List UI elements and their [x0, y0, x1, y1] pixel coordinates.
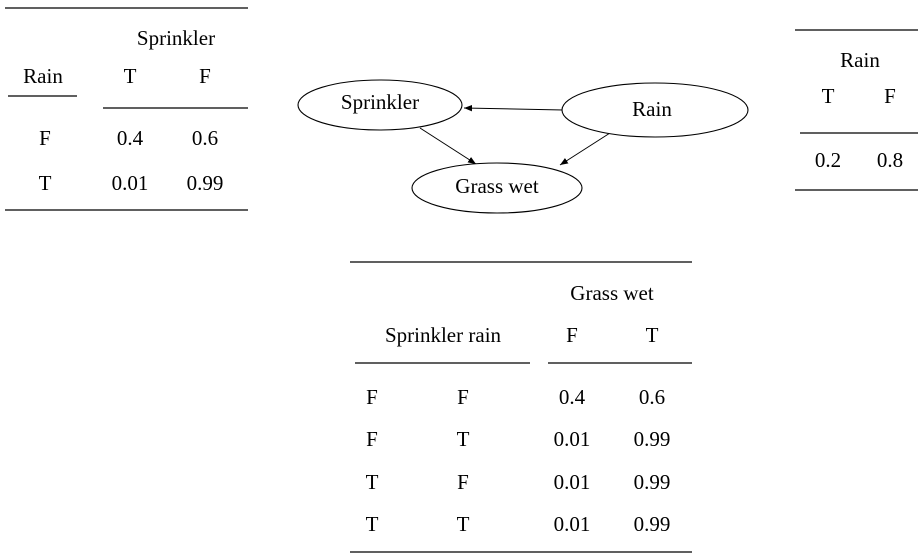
table-cell: T [366, 512, 379, 536]
table-cell: 0.8 [877, 148, 903, 172]
table-cell: F [457, 470, 469, 494]
table-cell: T [39, 171, 52, 195]
node [411, 162, 583, 214]
node [297, 79, 463, 131]
table-cell: 0.01 [554, 427, 591, 451]
table-cell: 0.6 [639, 385, 665, 409]
table-cell: T [457, 427, 470, 451]
node-label: Sprinkler [341, 90, 419, 114]
table-cell: 0.4 [559, 385, 586, 409]
table-cell: 0.01 [554, 470, 591, 494]
column-header: T [646, 323, 659, 347]
column-header: T [822, 84, 835, 108]
table-cell: 0.99 [634, 470, 671, 494]
table-cell: 0.01 [554, 512, 591, 536]
table-cell: F [457, 385, 469, 409]
table-cell: F [39, 126, 51, 150]
column-group: Sprinkler [137, 26, 215, 50]
node-label: Rain [632, 97, 672, 121]
node [561, 82, 749, 138]
table-cell: 0.4 [117, 126, 144, 150]
row-header: Sprinkler rain [385, 323, 502, 347]
node-label: Grass wet [455, 174, 539, 198]
edge [463, 104, 564, 112]
table-cell: 0.01 [112, 171, 149, 195]
column-header: F [199, 64, 211, 88]
row-header: Rain [23, 64, 63, 88]
column-group: Grass wet [570, 281, 654, 305]
column-header: F [884, 84, 896, 108]
table-cell: T [457, 512, 470, 536]
table-cell: 0.99 [187, 171, 224, 195]
table-cell: 0.99 [634, 512, 671, 536]
table-cell: T [366, 470, 379, 494]
column-header: F [566, 323, 578, 347]
edge [559, 132, 611, 166]
column-group: Rain [840, 48, 880, 72]
edge [419, 127, 477, 165]
table-cell: F [366, 427, 378, 451]
table-cell: F [366, 385, 378, 409]
column-header: T [124, 64, 137, 88]
table-cell: 0.6 [192, 126, 218, 150]
table-cell: 0.2 [815, 148, 841, 172]
table-cell: 0.99 [634, 427, 671, 451]
